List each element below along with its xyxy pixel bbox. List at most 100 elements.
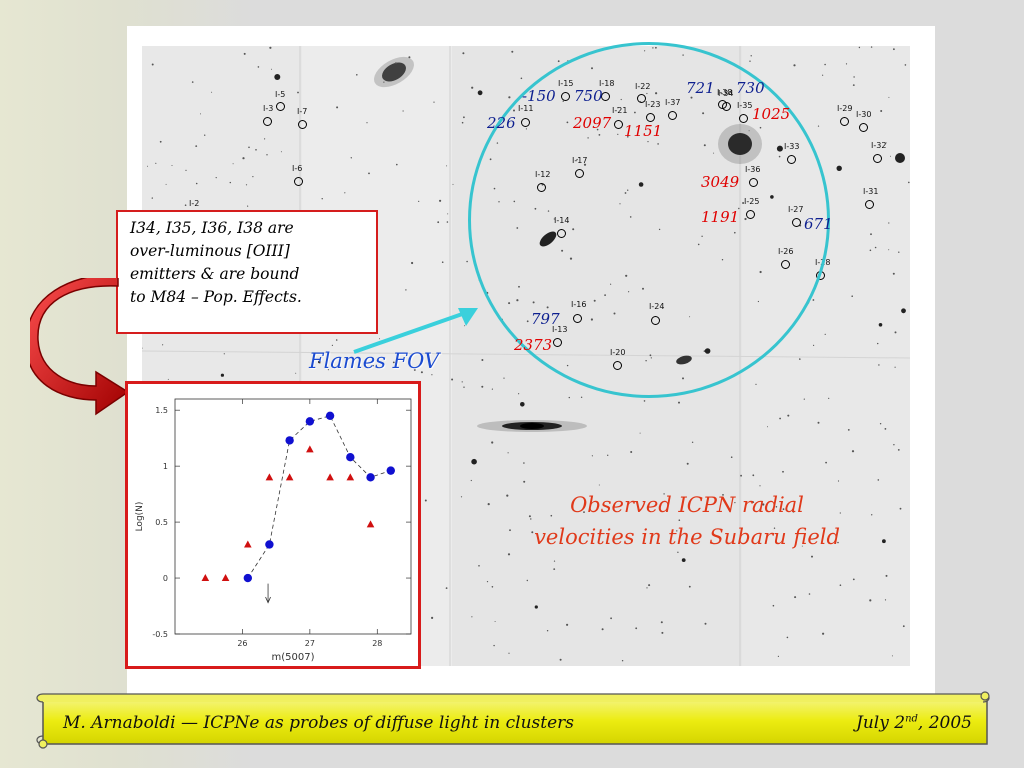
background-star xyxy=(507,452,509,454)
background-star xyxy=(730,456,733,459)
background-star xyxy=(550,514,553,517)
background-star xyxy=(191,81,194,83)
background-star xyxy=(461,381,463,383)
background-star xyxy=(885,574,888,577)
background-star xyxy=(491,388,493,390)
background-star xyxy=(243,52,246,55)
background-star xyxy=(869,249,872,252)
background-star xyxy=(677,551,679,553)
background-star xyxy=(195,182,198,185)
background-star xyxy=(433,101,435,103)
background-star xyxy=(165,183,167,185)
background-star xyxy=(507,553,511,556)
background-star xyxy=(583,511,585,513)
luminosity-function-plot: 26 27 28 -0.5 0 0.5 1 1.5 m(5007) Log(N) xyxy=(125,381,421,669)
background-star xyxy=(678,401,680,404)
background-star xyxy=(888,96,890,98)
y-tick-label: 1 xyxy=(163,462,168,471)
object-marker-circle xyxy=(263,117,272,126)
flames-fov-circle xyxy=(468,42,830,398)
data-point-circle xyxy=(285,436,294,445)
background-star xyxy=(530,518,532,520)
footer-date-suffix: , 2005 xyxy=(917,713,972,733)
background-star xyxy=(787,414,790,417)
background-star xyxy=(812,299,815,301)
background-star xyxy=(786,636,789,639)
background-star xyxy=(471,458,477,465)
object-marker-circle xyxy=(840,117,849,126)
data-point-circle xyxy=(325,411,335,420)
background-star xyxy=(431,374,433,376)
background-star xyxy=(824,63,826,66)
velocity-label-red: 3049 xyxy=(701,173,740,191)
background-star xyxy=(441,261,444,263)
background-star xyxy=(274,74,281,80)
background-star xyxy=(520,77,523,80)
background-star xyxy=(777,655,780,658)
observed-velocities-caption: Observed ICPN radial velocities in the S… xyxy=(534,493,840,549)
background-star xyxy=(437,221,440,224)
background-star xyxy=(643,400,646,402)
background-star xyxy=(321,198,323,200)
y-tick-label: 1.5 xyxy=(155,406,168,415)
background-star xyxy=(851,450,855,453)
background-star xyxy=(621,660,624,662)
velocity-label-blue: 750 xyxy=(574,87,603,105)
background-star xyxy=(870,233,872,236)
background-star xyxy=(878,323,883,327)
background-star xyxy=(531,531,534,534)
object-marker-circle xyxy=(298,120,307,129)
background-star xyxy=(318,360,322,364)
background-star xyxy=(379,338,380,340)
background-star xyxy=(553,568,556,570)
data-point-triangle xyxy=(201,574,210,582)
background-star xyxy=(568,396,570,399)
background-star xyxy=(811,555,813,558)
data-point-triangle xyxy=(326,473,334,481)
background-star xyxy=(874,246,877,249)
background-star xyxy=(477,90,483,96)
background-star xyxy=(171,165,173,166)
object-label: I-6 xyxy=(292,164,303,173)
background-star xyxy=(491,441,494,444)
background-star xyxy=(879,423,882,425)
background-star xyxy=(839,584,842,586)
background-star xyxy=(678,519,681,521)
background-star xyxy=(491,586,494,588)
background-star xyxy=(884,599,887,601)
background-star xyxy=(897,449,900,451)
background-star xyxy=(142,347,143,349)
note-line: emitters & are bound xyxy=(130,265,300,283)
background-star xyxy=(264,138,266,140)
velocity-label-red: 2373 xyxy=(514,336,553,354)
footer-date: July 2nd, 2005 xyxy=(856,713,972,733)
background-star xyxy=(782,470,784,473)
background-star xyxy=(908,181,910,184)
background-star xyxy=(257,66,260,68)
background-star xyxy=(884,428,887,430)
background-star xyxy=(151,197,153,199)
background-star xyxy=(185,169,187,171)
data-point-triangle xyxy=(265,473,274,481)
background-star xyxy=(368,172,370,175)
plot-svg: 26 27 28 -0.5 0 0.5 1 1.5 m(5007) Log(N) xyxy=(135,398,412,663)
background-star xyxy=(439,199,442,202)
flames-fov-label: Flames FOV xyxy=(309,349,440,373)
background-star xyxy=(526,579,528,582)
background-star xyxy=(528,515,531,518)
object-marker-circle xyxy=(865,200,874,209)
note-box: I34, I35, I36, I38 are over-luminous [OI… xyxy=(116,210,378,334)
background-star xyxy=(232,163,234,165)
background-star xyxy=(229,181,231,184)
background-star xyxy=(271,68,272,70)
x-tick-label: 26 xyxy=(237,639,247,648)
background-star xyxy=(220,373,224,377)
x-tick-label: 27 xyxy=(305,639,315,648)
footer-date-sup: nd xyxy=(905,713,918,725)
background-star xyxy=(893,48,895,51)
background-star xyxy=(648,584,651,587)
background-star xyxy=(566,623,569,626)
background-star xyxy=(704,622,707,625)
background-star xyxy=(750,55,752,57)
background-star xyxy=(661,631,664,634)
